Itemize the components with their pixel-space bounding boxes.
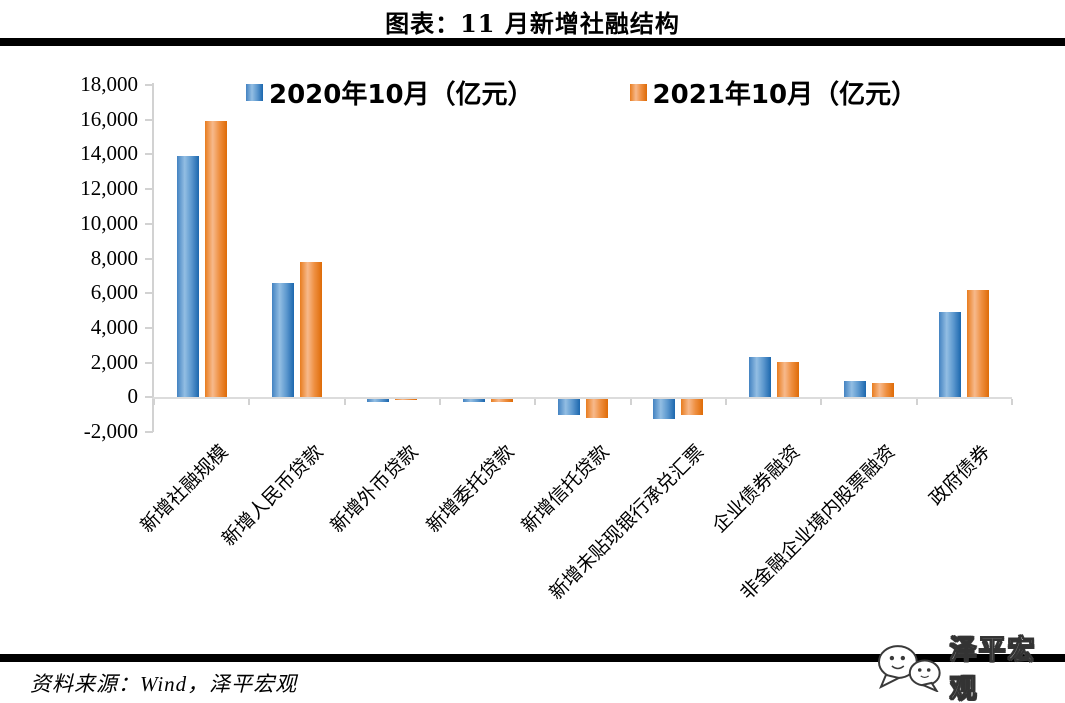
y-tick-mark — [145, 257, 153, 260]
y-tick-label: 10,000 — [80, 210, 138, 235]
chat-bubbles-logo-icon — [877, 645, 941, 692]
x-tick-mark — [343, 399, 346, 405]
bar-2020 — [748, 357, 771, 398]
bar-2021 — [204, 121, 227, 398]
bar-2020 — [844, 381, 866, 398]
category-label: 新增信托贷款 — [517, 441, 614, 538]
legend-item-2020: 2020年10月（亿元） — [246, 74, 534, 111]
source-note: 资料来源：Wind，泽平宏观 — [30, 672, 298, 696]
y-tick-label: 4,000 — [90, 314, 138, 339]
y-tick-mark — [145, 84, 153, 86]
legend-label-2021: 2021年10月（亿元） — [652, 80, 918, 110]
chart-title: 图表：11 月新增社融结构 — [385, 9, 680, 38]
bar-2020 — [272, 282, 294, 398]
legend-swatch-2021 — [629, 84, 647, 101]
y-tick-mark — [145, 396, 153, 399]
category-label: 新增委托贷款 — [422, 441, 519, 538]
x-tick-mark — [534, 399, 537, 405]
category-label: 新增外币贷款 — [327, 441, 423, 538]
y-tick-label: 14,000 — [80, 141, 138, 166]
category-label: 非金融企业境内股票融资 — [736, 441, 900, 605]
x-tick-mark — [248, 399, 251, 405]
y-tick-label: 18,000 — [80, 72, 138, 96]
legend-label-2020: 2020年10月（亿元） — [269, 80, 534, 110]
y-tick-mark — [145, 292, 153, 295]
bar-2020 — [462, 399, 485, 403]
legend-item-2021: 2021年10月（亿元） — [629, 74, 918, 111]
x-tick-mark — [915, 399, 918, 405]
category-label: 新增社融规模 — [136, 441, 233, 538]
bar-2020 — [176, 156, 199, 398]
legend-swatch-2020 — [246, 84, 263, 101]
category-label: 新增未贴现银行承兑汇票 — [546, 441, 709, 605]
top-rule — [0, 38, 1065, 46]
y-tick-mark — [145, 222, 153, 225]
bar-2021 — [776, 362, 799, 398]
y-tick-label: 8,000 — [90, 245, 138, 270]
y-tick-label: -2,000 — [83, 419, 138, 443]
bar-2021 — [586, 399, 608, 418]
y-tick-label: 6,000 — [90, 280, 138, 305]
x-tick-mark — [153, 399, 155, 405]
watermark-text: 泽平宏观 — [949, 635, 1037, 703]
y-tick-label: 2,000 — [90, 349, 138, 374]
bar-2021 — [490, 399, 513, 403]
bar-2021 — [300, 261, 322, 398]
y-tick-mark — [145, 431, 153, 433]
bottom-rule — [0, 654, 1065, 662]
bar-2021 — [967, 289, 990, 398]
y-tick-mark — [145, 188, 153, 191]
bar-2021 — [395, 399, 418, 401]
y-tick-label: 16,000 — [80, 106, 138, 131]
bar-2020 — [558, 399, 580, 415]
y-tick-label: 12,000 — [80, 176, 138, 201]
x-axis-line — [152, 397, 1012, 399]
bar-2020 — [939, 312, 962, 398]
x-tick-mark — [725, 399, 727, 405]
legend: 2020年10月（亿元） 2021年10月（亿元） — [246, 74, 917, 111]
plot-area: 新增社融规模 新增人民币贷款 新增外币贷款 新增委托贷款 新增信托贷款 新增未贴现银行承兑… — [137, 83, 1013, 604]
y-tick-mark — [145, 118, 153, 121]
y-tick-mark — [145, 326, 153, 329]
y-axis-labels: 18,000 16,000 14,000 12,000 10,000 8,000 6,000… — [0, 72, 146, 443]
category-label: 企业债券融资 — [708, 441, 805, 538]
y-tick-mark — [145, 153, 153, 156]
category-label: 政府债券 — [926, 441, 995, 511]
y-axis-line — [152, 83, 154, 432]
bar-2021 — [872, 382, 894, 398]
x-tick-mark — [1011, 399, 1013, 405]
watermark: 泽平宏观 — [872, 628, 1065, 703]
x-tick-mark — [820, 399, 823, 405]
bar-2021 — [681, 399, 704, 415]
y-tick-label: 0 — [127, 384, 139, 409]
x-tick-mark — [439, 399, 441, 405]
bar-2020 — [653, 399, 676, 419]
y-tick-mark — [145, 361, 153, 364]
bar-2020 — [367, 399, 390, 402]
x-tick-mark — [629, 399, 632, 405]
